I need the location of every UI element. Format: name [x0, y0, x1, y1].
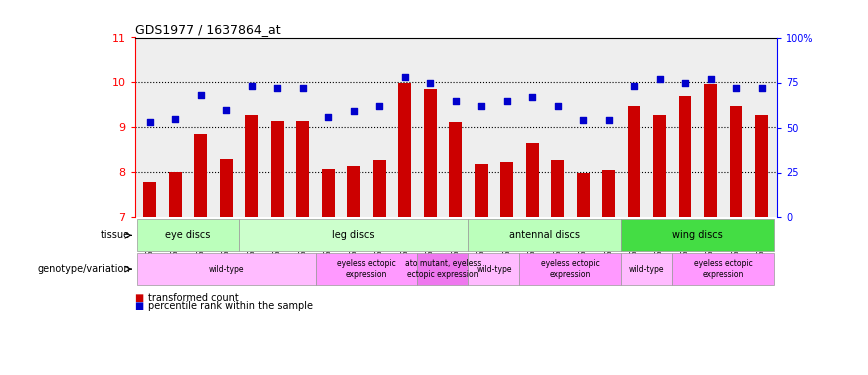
Bar: [347, 166, 360, 218]
Bar: [169, 172, 181, 217]
Text: GDS1977 / 1637864_at: GDS1977 / 1637864_at: [135, 23, 280, 36]
Text: wing discs: wing discs: [673, 230, 723, 240]
Bar: [621, 219, 774, 251]
Text: eyeless ectopic
expression: eyeless ectopic expression: [337, 260, 396, 279]
Bar: [315, 253, 418, 285]
Bar: [519, 253, 621, 285]
Bar: [418, 253, 469, 285]
Bar: [621, 253, 673, 285]
Bar: [654, 116, 666, 218]
Bar: [469, 219, 621, 251]
Point: [168, 116, 182, 122]
Text: antennal discs: antennal discs: [510, 230, 581, 240]
Bar: [679, 96, 692, 218]
Bar: [730, 106, 742, 218]
Point: [321, 114, 335, 120]
Point: [220, 106, 233, 112]
Text: eyeless ectopic
expression: eyeless ectopic expression: [694, 260, 753, 279]
Point: [602, 117, 615, 123]
Bar: [137, 253, 315, 285]
Text: tissue: tissue: [101, 230, 130, 240]
Point: [754, 85, 768, 91]
Text: ato mutant, eyeless
ectopic expression: ato mutant, eyeless ectopic expression: [404, 260, 481, 279]
Bar: [398, 82, 411, 218]
Bar: [475, 164, 488, 218]
Point: [678, 80, 692, 86]
Text: eye discs: eye discs: [166, 230, 211, 240]
Bar: [424, 89, 437, 218]
Point: [372, 103, 386, 109]
Point: [296, 85, 310, 91]
Bar: [526, 143, 538, 218]
Text: wild-type: wild-type: [629, 265, 665, 274]
Point: [449, 98, 463, 104]
Bar: [500, 162, 513, 218]
Bar: [576, 173, 589, 217]
Bar: [239, 219, 469, 251]
Bar: [704, 84, 717, 218]
Bar: [220, 159, 233, 218]
Bar: [551, 160, 564, 218]
Point: [143, 119, 157, 125]
Point: [398, 74, 411, 80]
Point: [653, 76, 667, 82]
Text: ■: ■: [135, 301, 144, 310]
Text: eyeless ectopic
expression: eyeless ectopic expression: [541, 260, 600, 279]
Point: [194, 92, 207, 98]
Bar: [673, 253, 774, 285]
Point: [500, 98, 514, 104]
Point: [576, 117, 590, 123]
Bar: [373, 160, 385, 218]
Bar: [322, 170, 335, 217]
Point: [245, 83, 259, 89]
Point: [550, 103, 564, 109]
Text: leg discs: leg discs: [332, 230, 375, 240]
Bar: [602, 170, 615, 217]
Point: [424, 80, 437, 86]
Bar: [469, 253, 519, 285]
Bar: [296, 121, 309, 218]
Bar: [194, 134, 207, 218]
Bar: [450, 122, 462, 218]
Bar: [271, 121, 284, 218]
Bar: [246, 116, 258, 218]
Bar: [755, 116, 768, 218]
Bar: [628, 106, 641, 218]
Text: wild-type: wild-type: [208, 265, 244, 274]
Point: [270, 85, 284, 91]
Text: wild-type: wild-type: [477, 265, 511, 274]
Point: [628, 83, 641, 89]
Text: genotype/variation: genotype/variation: [37, 264, 130, 274]
Bar: [143, 182, 156, 218]
Point: [704, 76, 718, 82]
Point: [525, 94, 539, 100]
Point: [474, 103, 488, 109]
Text: transformed count: transformed count: [148, 293, 239, 303]
Text: percentile rank within the sample: percentile rank within the sample: [148, 301, 312, 310]
Text: ■: ■: [135, 293, 144, 303]
Point: [347, 108, 361, 114]
Bar: [137, 219, 239, 251]
Point: [729, 85, 743, 91]
